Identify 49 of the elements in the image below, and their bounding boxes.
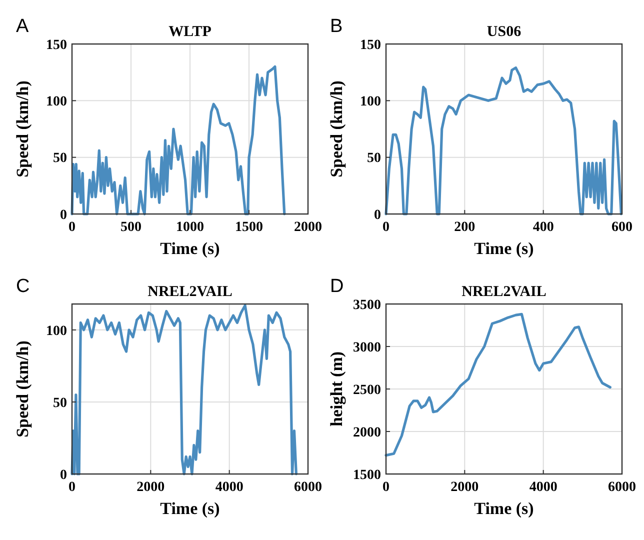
x-tick-label: 600 [612,220,632,235]
x-axis-title: Time (s) [160,239,220,258]
y-tick-label: 0 [60,208,67,223]
y-tick-label: 1500 [353,468,381,483]
y-tick-label: 100 [360,94,381,110]
x-tick-label: 1500 [235,220,263,235]
chart-title: WLTP [168,24,212,40]
text: A [16,16,29,37]
x-tick-label: 500 [120,220,142,235]
y-tick-label: 2500 [353,382,381,398]
chart-title: NREL2VAIL [148,284,232,300]
x-tick-label: 2000 [136,480,165,495]
x-tick-label: 400 [532,220,554,235]
x-tick-label: 2000 [450,480,479,495]
y-axis-title: height (m) [327,351,346,427]
x-axis-title: Time (s) [474,499,534,518]
text: C [16,276,30,297]
line-series [70,304,298,476]
y-tick-label: 50 [53,396,67,411]
line-series [384,66,623,216]
y-tick-label: 150 [360,38,381,53]
chart-title: US06 [486,24,522,40]
y-tick-label: 2000 [353,425,381,440]
x-axis-title: Time (s) [160,499,220,518]
y-axis-title: Speed (km/h) [13,340,32,438]
x-tick-label: 6000 [294,480,322,495]
y-tick-label: 0 [374,208,381,223]
text: D [330,276,344,297]
x-axis-title: Time (s) [474,239,534,258]
x-tick-label: 4000 [529,480,558,495]
y-tick-label: 3000 [353,340,381,356]
chart-title: NREL2VAIL [462,284,546,300]
x-tick-label: 6000 [608,480,636,495]
y-tick-label: 50 [53,151,67,166]
line-series [384,312,612,457]
line-series [70,65,286,216]
x-tick-label: 4000 [215,480,244,495]
y-tick-label: 3500 [353,298,381,313]
y-tick-label: 0 [60,468,67,483]
x-tick-label: 1000 [176,220,204,235]
x-tick-label: 200 [454,220,476,235]
y-tick-label: 100 [46,94,67,110]
y-tick-label: 50 [367,151,381,166]
y-axis-title: Speed (km/h) [13,80,32,178]
x-tick-label: 2000 [294,220,322,235]
y-axis-title: Speed (km/h) [327,80,346,178]
y-tick-label: 150 [46,38,67,53]
y-tick-label: 100 [46,324,67,339]
text: B [330,16,343,37]
